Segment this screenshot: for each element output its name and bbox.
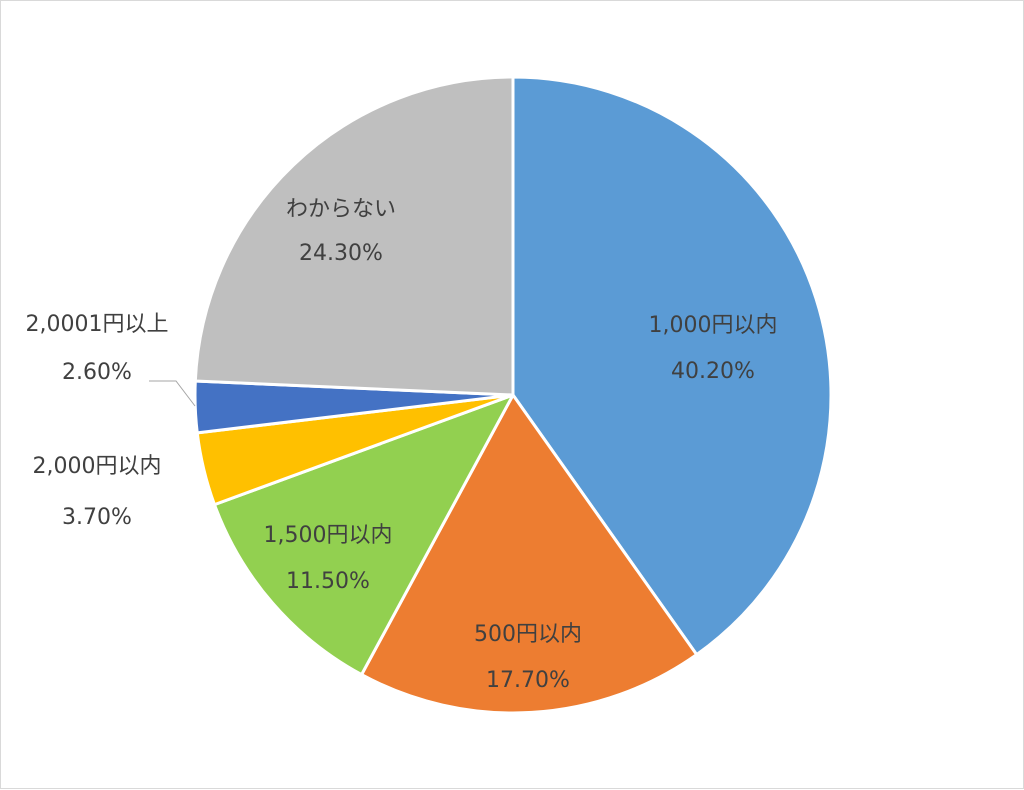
leader-line-20001 [149,380,196,407]
slice-labels: 1,000円以内 40.20% 500円以内 17.70% 1,500円以内 1… [26,197,778,693]
slice-value-500: 17.70% [486,668,570,693]
slice-label-2000: 2,000円以内 [33,454,162,479]
slice-value-1000: 40.20% [671,359,755,384]
slice-label-1000: 1,000円以内 [649,313,778,338]
slice-label-20001: 2,0001円以上 [26,312,169,337]
slice-value-20001: 2.60% [62,360,132,385]
slice-label-1500: 1,500円以内 [264,523,393,548]
slice-unknown [193,75,515,397]
slice-1500 [212,393,515,677]
slice-label-unknown: わからない [286,197,396,222]
leader-lines [149,380,196,407]
slice-value-2000: 3.70% [62,505,132,530]
slice-1000 [511,75,833,657]
slice-value-1500: 11.50% [286,569,370,594]
slice-500 [360,393,699,715]
slice-label-500: 500円以内 [474,622,582,647]
pie-slices [193,75,833,715]
slice-value-unknown: 24.30% [299,241,383,266]
